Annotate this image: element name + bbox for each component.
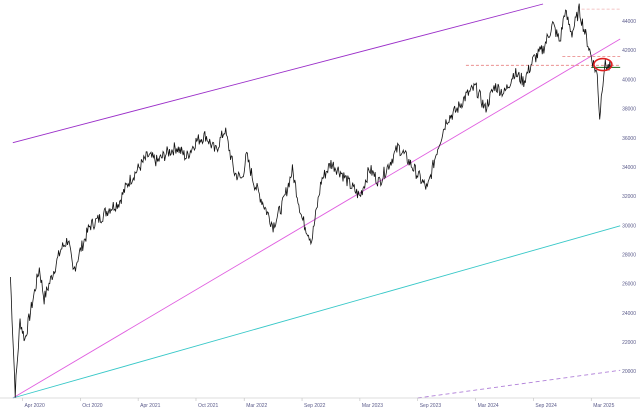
x-tick-label: Oct 2020 (82, 403, 103, 409)
y-tick-label: 32000 (622, 194, 636, 200)
y-tick-label: 34000 (622, 165, 636, 171)
trend-line-2 (12, 38, 621, 399)
y-tick-label: 44000 (622, 19, 636, 25)
y-tick-label: 30000 (622, 223, 636, 229)
trend-line-3 (12, 225, 621, 399)
trend-line-1 (12, 3, 544, 144)
x-tick-label: Apr 2020 (24, 403, 45, 409)
y-tick-label: 26000 (622, 282, 636, 288)
y-tick-label: 42000 (622, 48, 636, 54)
highlight-circle (593, 57, 613, 72)
x-tick-label: Mar 2025 (593, 403, 614, 409)
y-tick-label: 36000 (622, 136, 636, 142)
x-tick-label: Mar 2022 (246, 403, 267, 409)
x-tick-label: Sep 2024 (535, 403, 557, 409)
trend-line-4 (417, 369, 621, 399)
y-axis-ticks: 20000 22000 24000 26000 28000 30000 32000 34000… (622, 19, 636, 375)
y-tick-label: 38000 (622, 107, 636, 113)
y-tick-label: 20000 (622, 369, 636, 375)
y-tick-label: 24000 (622, 311, 636, 317)
y-tick-label: 28000 (622, 252, 636, 258)
x-tick-label: Apr 2021 (140, 403, 161, 409)
x-tick-label: Mar 2024 (478, 403, 499, 409)
price-line (10, 3, 611, 398)
x-axis-ticks: Apr 2020 Oct 2020 Apr 2021 Oct 2021 Mar 2022… (22, 398, 615, 409)
y-tick-label: 40000 (622, 77, 636, 83)
price-series (10, 3, 611, 398)
x-tick-label: Sep 2022 (304, 403, 326, 409)
x-tick-label: Sep 2023 (420, 403, 442, 409)
y-tick-label: 22000 (622, 340, 636, 346)
x-tick-label: Mar 2023 (362, 403, 383, 409)
trend-lines (12, 3, 621, 399)
x-tick-label: Oct 2021 (198, 403, 219, 409)
annotations (593, 57, 613, 72)
